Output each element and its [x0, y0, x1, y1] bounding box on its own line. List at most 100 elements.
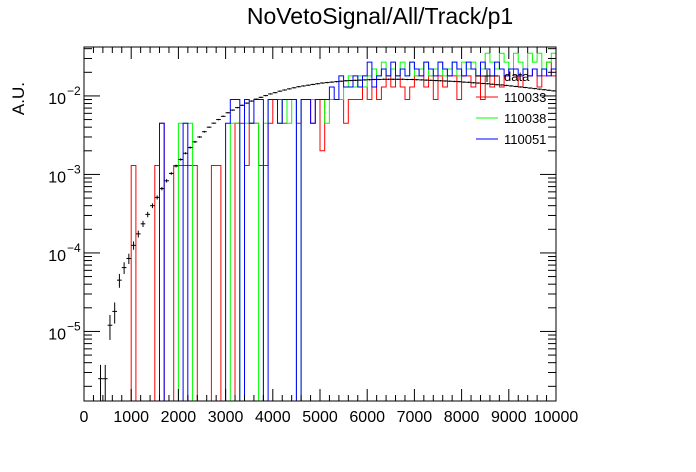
data-point: [452, 80, 457, 83]
data-point: [447, 80, 453, 82]
x-tick-label: 2000: [161, 409, 197, 426]
data-point: [357, 79, 363, 81]
data-point: [192, 140, 198, 143]
legend-item-110033: 110033: [476, 90, 546, 105]
y-tick-exponent: −5: [67, 319, 81, 333]
data-point: [532, 87, 538, 90]
data-point: [504, 84, 509, 87]
data-point: [541, 89, 547, 91]
data-point: [126, 253, 132, 265]
y-axis-label: A.U.: [9, 82, 28, 115]
data-point: [334, 80, 339, 83]
data-point: [475, 82, 481, 84]
data-point: [220, 115, 226, 117]
legend-label: data: [504, 69, 530, 84]
data-point: [253, 98, 259, 100]
data-point: [277, 90, 283, 92]
x-tick-label: 9000: [491, 409, 527, 426]
data-point: [466, 81, 472, 84]
data-point: [508, 85, 514, 87]
plot-area: [84, 52, 556, 401]
data-point: [338, 80, 344, 82]
y-tick-label: 10: [48, 326, 66, 343]
x-tick-label: 7000: [397, 409, 433, 426]
data-point: [324, 81, 330, 84]
data-point: [546, 89, 552, 91]
data-point: [442, 80, 448, 82]
data-point: [499, 84, 505, 86]
data-point: [296, 86, 302, 88]
data-point: [305, 84, 311, 86]
y-tick-exponent: −3: [67, 162, 81, 176]
data-point: [315, 83, 320, 85]
x-tick-label: 10000: [534, 409, 579, 426]
data-point: [489, 83, 495, 85]
data-point: [310, 83, 316, 86]
x-tick-label: 1000: [113, 409, 149, 426]
data-point: [367, 79, 372, 81]
data-point: [206, 126, 212, 128]
y-tick-exponent: −2: [67, 84, 81, 98]
data-point: [112, 302, 118, 324]
x-tick-label: 5000: [302, 409, 338, 426]
data-point: [320, 82, 325, 84]
data-point: [423, 79, 429, 81]
data-point: [121, 262, 127, 274]
data-point: [272, 92, 278, 94]
data-point: [348, 79, 354, 82]
data-point: [230, 109, 236, 111]
data-point: [249, 100, 254, 102]
y-tick-label: 10: [48, 91, 66, 108]
x-tick-label: 3000: [208, 409, 244, 426]
data-point: [433, 79, 438, 82]
data-point: [461, 81, 467, 83]
data-point: [537, 88, 542, 90]
legend-label: 110038: [504, 111, 546, 126]
data-point: [291, 87, 297, 89]
data-point: [183, 152, 188, 155]
legend: data 110033 110038 110051: [476, 69, 546, 147]
y-tick-label: 10: [48, 248, 66, 265]
x-tick-label: 0: [80, 409, 89, 426]
data-point: [400, 78, 405, 80]
legend-item-110038: 110038: [476, 111, 546, 126]
data-point: [522, 86, 528, 89]
data-point: [419, 79, 424, 81]
data-point: [145, 211, 151, 218]
data-point: [211, 122, 217, 124]
data-point: [485, 83, 490, 85]
data-point: [438, 80, 443, 82]
data-point: [225, 112, 231, 114]
data-point: [268, 93, 273, 95]
x-tick-label: 4000: [255, 409, 291, 426]
x-tick-label: 8000: [444, 409, 480, 426]
data-point: [197, 136, 202, 138]
y-tick-exponent: −4: [67, 241, 81, 255]
data-point: [239, 104, 245, 106]
data-point: [518, 86, 523, 88]
data-point: [159, 186, 165, 191]
data-point: [390, 78, 396, 80]
data-point: [286, 88, 292, 90]
data-point: [371, 78, 377, 81]
data-point: [353, 79, 358, 82]
legend-label: 110051: [504, 132, 546, 147]
data-point: [150, 203, 155, 209]
data-point: [98, 364, 103, 401]
data-point: [551, 90, 556, 92]
data-point: [513, 85, 519, 88]
data-point: [456, 80, 462, 83]
legend-item-data: data: [476, 69, 530, 84]
data-point: [164, 179, 169, 183]
data-point: [102, 364, 108, 401]
data-point: [409, 78, 415, 81]
data-point: [343, 80, 349, 82]
data-point: [428, 79, 434, 82]
data-point: [494, 84, 500, 86]
data-point: [216, 118, 221, 121]
data-point: [263, 94, 269, 97]
data-point: [480, 82, 486, 85]
data-point: [140, 220, 146, 228]
legend-label: 110033: [504, 90, 546, 105]
